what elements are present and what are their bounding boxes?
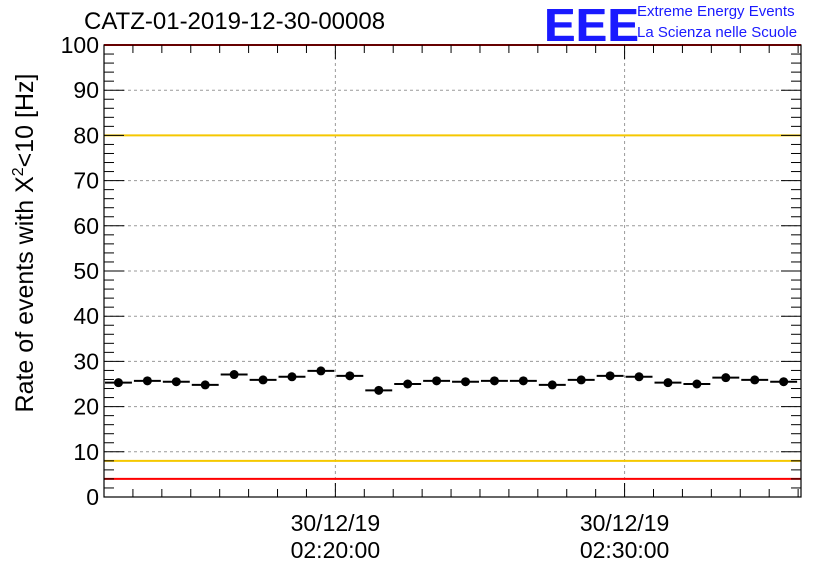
eee-logo-mark: EEE (544, 0, 640, 51)
data-point (489, 376, 499, 386)
data-point (403, 379, 413, 389)
y-tick-label: 0 (86, 484, 99, 510)
y-axis-label-tail: <10 [Hz] (11, 74, 39, 168)
data-point (663, 378, 673, 388)
data-point (692, 379, 702, 389)
data-point (576, 375, 586, 385)
x-tick-label-time: 02:20:00 (291, 537, 381, 563)
x-tick-label-date: 30/12/19 (580, 510, 670, 536)
y-tick-label: 80 (73, 122, 99, 148)
data-point (345, 371, 355, 381)
y-axis-label-superscript: 2 (10, 167, 27, 176)
x-tick-label-time: 02:30:00 (580, 537, 670, 563)
data-point (374, 385, 384, 395)
data-point (750, 375, 760, 385)
data-point (518, 376, 528, 386)
grid-lines (104, 45, 801, 497)
data-point (547, 380, 557, 390)
data-point (634, 372, 644, 382)
reference-lines (104, 44, 801, 480)
y-tick-label: 20 (73, 394, 99, 420)
data-point (200, 380, 210, 390)
logo-text-line2: La Scienza nelle Scuole (637, 24, 798, 41)
y-tick-label: 50 (73, 258, 99, 284)
y-tick-label: 100 (61, 32, 99, 58)
y-axis-label: Rate of events with X2<10 [Hz] (10, 74, 39, 413)
data-point (605, 371, 615, 381)
y-tick-label: 70 (73, 168, 99, 194)
y-tick-label: 60 (73, 213, 99, 239)
x-tick-label-date: 30/12/19 (291, 510, 381, 536)
y-tick-label: 10 (73, 439, 99, 465)
y-axis-label-main: Rate of events with X (11, 176, 39, 413)
data-series (105, 366, 798, 395)
y-tick-label: 40 (73, 303, 99, 329)
tick-labels: 010203040506070809010030/12/1902:20:0030… (61, 32, 670, 563)
chart-title: CATZ-01-2019-12-30-00008 (84, 8, 386, 35)
data-point (113, 378, 123, 388)
data-point (258, 375, 268, 385)
y-tick-label: 90 (73, 77, 99, 103)
data-point (171, 377, 181, 387)
data-point (779, 377, 789, 387)
y-tick-label: 30 (73, 348, 99, 374)
logo-text-line1: Extreme Energy Events (637, 3, 795, 20)
data-point (287, 372, 297, 382)
data-point (721, 373, 731, 383)
data-point (229, 370, 239, 380)
data-point (316, 366, 326, 376)
data-point (461, 377, 471, 387)
axis-ticks (103, 44, 801, 498)
eee-logo: EEE Extreme Energy Events La Scienza nel… (544, 0, 836, 51)
data-point (142, 376, 152, 386)
data-point (432, 376, 442, 386)
